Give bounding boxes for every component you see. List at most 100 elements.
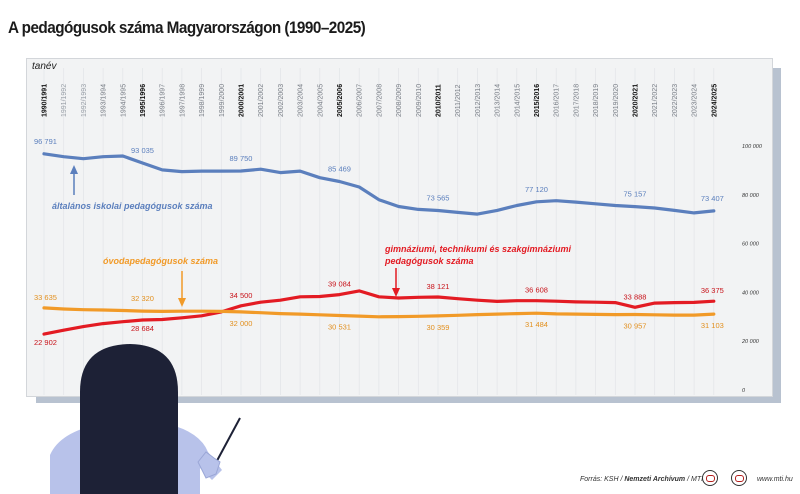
data-point-secondary — [693, 301, 695, 304]
data-label-kindergarten: 31 484 — [525, 320, 548, 329]
source-note: Forrás: KSH / Nemzeti Archívum / MTI — [580, 476, 703, 483]
data-point-secondary — [319, 295, 321, 298]
data-point-general — [338, 180, 341, 183]
data-point-secondary — [496, 300, 498, 303]
x-tick-label: 2011/2012 — [455, 84, 462, 117]
data-point-general — [634, 205, 636, 208]
x-tick-label: 2019/2020 — [613, 84, 620, 117]
data-point-general — [614, 204, 617, 207]
arrowhead-general — [70, 165, 78, 174]
x-tick-label: 2015/2016 — [534, 84, 541, 117]
data-point-secondary — [279, 299, 282, 302]
data-point-secondary — [161, 318, 163, 321]
data-point-secondary — [299, 295, 301, 298]
data-point-secondary — [62, 329, 65, 332]
x-tick-label: 2021/2022 — [652, 84, 659, 117]
data-point-kindergarten — [456, 314, 459, 317]
data-point-secondary — [594, 301, 597, 303]
data-point-secondary — [516, 299, 518, 302]
x-tick-label: 2023/2024 — [692, 84, 699, 117]
x-tick-label: 1993/1994 — [101, 84, 108, 117]
data-label-general: 85 469 — [328, 164, 351, 173]
data-point-general — [476, 213, 479, 215]
data-point-general — [496, 209, 498, 212]
x-tick-label: 1998/1999 — [199, 84, 206, 117]
data-point-general — [82, 157, 85, 160]
data-label-secondary: 36 375 — [701, 286, 724, 295]
data-label-kindergarten: 31 103 — [701, 321, 724, 330]
data-point-kindergarten — [200, 310, 203, 312]
arrowhead-secondary — [392, 288, 400, 297]
x-tick-label: 2024/2025 — [711, 84, 718, 117]
data-point-kindergarten — [594, 313, 597, 316]
data-point-secondary — [456, 297, 459, 300]
data-label-general: 73 407 — [701, 194, 724, 203]
data-label-secondary: 39 084 — [328, 280, 351, 289]
data-point-secondary — [338, 293, 341, 296]
data-point-kindergarten — [653, 314, 656, 316]
data-point-kindergarten — [516, 312, 518, 315]
data-point-general — [575, 201, 577, 203]
source-prefix: Forrás: KSH / — [580, 476, 625, 483]
data-label-general: 89 750 — [230, 154, 253, 163]
chart-board — [26, 58, 773, 397]
data-point-general — [417, 208, 420, 211]
data-label-kindergarten: 30 359 — [427, 323, 450, 332]
x-tick-label: 2010/2011 — [436, 84, 443, 117]
data-label-secondary: 34 500 — [230, 291, 253, 300]
data-point-kindergarten — [496, 313, 498, 315]
y-tick-label: 80 000 — [742, 193, 760, 199]
data-point-secondary — [82, 325, 85, 328]
data-point-kindergarten — [378, 316, 380, 318]
x-tick-label: 2009/2010 — [416, 84, 423, 117]
data-point-general — [299, 170, 301, 172]
annotation-secondary-line1: gimnáziumi, technikumi és szakgimnáziumi — [384, 244, 572, 254]
x-tick-label: 1995/1996 — [140, 84, 147, 117]
x-tick-label: 2001/2002 — [258, 84, 265, 117]
data-point-kindergarten — [535, 312, 538, 314]
data-point-secondary — [181, 316, 183, 319]
data-point-secondary — [535, 299, 538, 302]
data-point-kindergarten — [102, 309, 104, 311]
data-point-kindergarten — [122, 309, 124, 312]
data-label-secondary: 36 608 — [525, 286, 548, 295]
data-point-general — [259, 168, 262, 170]
data-point-kindergarten — [417, 315, 420, 318]
data-point-general — [456, 211, 459, 214]
data-point-secondary — [200, 315, 203, 317]
data-point-general — [141, 162, 144, 164]
data-point-secondary — [614, 301, 617, 304]
y-tick-label: 0 — [742, 388, 746, 394]
data-point-kindergarten — [82, 308, 85, 311]
x-tick-label: 2012/2013 — [475, 84, 482, 117]
data-point-general — [378, 198, 380, 201]
data-point-secondary — [358, 290, 361, 292]
website-url: www.mti.hu — [757, 476, 793, 483]
data-point-secondary — [259, 301, 262, 303]
data-label-general: 75 157 — [624, 190, 647, 199]
data-point-general — [516, 204, 518, 207]
x-tick-label: 2002/2003 — [278, 84, 285, 117]
data-point-kindergarten — [319, 314, 321, 316]
data-point-kindergarten — [240, 311, 242, 313]
x-tick-label: 2004/2005 — [317, 84, 324, 117]
data-point-general — [693, 212, 695, 214]
data-point-kindergarten — [673, 314, 676, 316]
x-tick-label: 1997/1998 — [179, 84, 186, 117]
arrowhead-kindergarten — [178, 298, 186, 307]
data-point-kindergarten — [555, 313, 557, 315]
page-title: A pedagógusok száma Magyarországon (1990… — [8, 18, 366, 37]
x-tick-label: 2013/2014 — [495, 84, 502, 117]
data-point-secondary — [673, 301, 676, 304]
data-point-kindergarten — [397, 315, 400, 318]
x-tick-label: 1999/2000 — [219, 84, 226, 117]
data-point-kindergarten — [161, 310, 163, 313]
data-point-kindergarten — [575, 313, 577, 315]
data-point-kindergarten — [693, 314, 695, 316]
x-tick-label: 1990/1991 — [42, 84, 49, 117]
data-point-secondary — [378, 295, 380, 298]
data-point-general — [220, 170, 223, 172]
data-point-general — [240, 170, 242, 172]
x-tick-label: 1994/1995 — [120, 84, 127, 117]
